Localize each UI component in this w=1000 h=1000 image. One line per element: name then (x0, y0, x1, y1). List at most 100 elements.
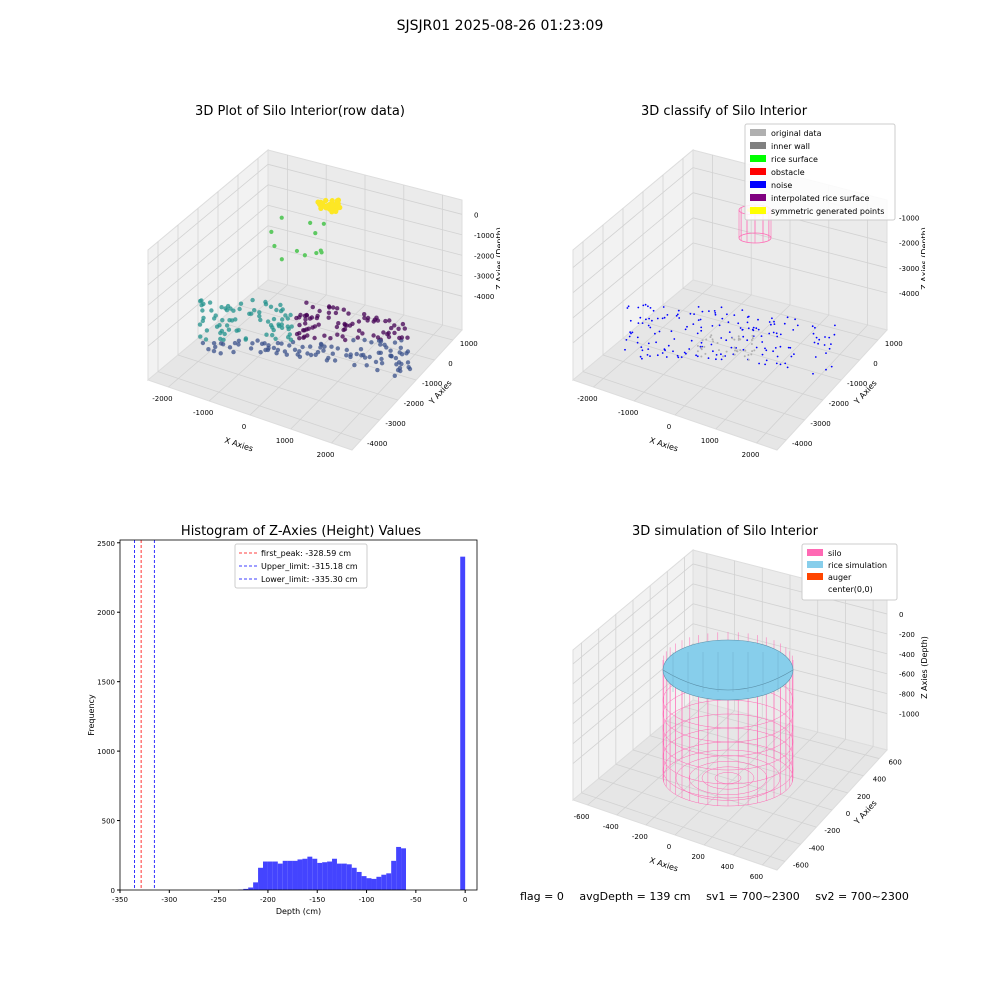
p1-point (375, 335, 381, 340)
p1-point (367, 354, 372, 360)
p2-point (737, 337, 740, 340)
p2-point (700, 329, 703, 332)
p1-point (206, 347, 211, 352)
p2-point (764, 363, 766, 366)
p3-bar (391, 860, 397, 890)
p2-point (645, 318, 647, 321)
p3-bar (356, 871, 362, 890)
p2-point (828, 336, 831, 339)
p4-y-tick: 600 (888, 759, 901, 767)
p2-silo-bottom (738, 232, 772, 244)
p3-bar (312, 858, 318, 890)
p2-point (628, 335, 631, 338)
p1-point (213, 344, 218, 350)
p2-point (724, 355, 727, 357)
p1-point (317, 308, 322, 314)
p1-point (304, 300, 309, 305)
p3-bar (376, 876, 382, 890)
p2-legend-swatch (750, 181, 766, 188)
p1-point (348, 354, 353, 360)
p4-z-label: Z Axies (Depth) (920, 636, 929, 699)
p1-point (396, 326, 401, 331)
p2-point (812, 332, 815, 335)
p2-legend-label: noise (771, 181, 792, 190)
p1-point (308, 352, 314, 358)
p1-point (358, 347, 364, 352)
p2-point (739, 349, 742, 352)
p2-point (715, 354, 718, 356)
p1-point (326, 315, 331, 320)
p2-point (641, 322, 644, 324)
p2-point (662, 306, 665, 308)
p2-point (701, 310, 704, 313)
p1-point (200, 340, 206, 346)
p1-point (387, 318, 392, 323)
p4-grid-z-left (572, 563, 694, 665)
p2-point (704, 352, 707, 355)
p2-legend-frame (744, 123, 896, 221)
p4-legend-label: center(0,0) (828, 585, 873, 594)
flag-text: flag = 0 (520, 890, 564, 903)
p1-point (199, 303, 204, 308)
p4-z-tick: -1000 (899, 711, 919, 719)
p1-point (200, 308, 205, 313)
p1-point (257, 310, 262, 315)
p2-legend-label: interpolated rice surface (771, 194, 869, 203)
p2-point (665, 356, 668, 358)
p1-x-tick: 2000 (317, 451, 335, 459)
p1-point (321, 221, 326, 226)
p2-point (707, 357, 710, 359)
p1-point (283, 313, 288, 318)
p2-point (751, 328, 754, 331)
p1-point (334, 324, 340, 330)
p1-point (204, 328, 210, 333)
p1-point (392, 373, 397, 378)
p2-point (747, 358, 750, 361)
p2-point (750, 342, 753, 345)
p2-z-tick: -2000 (899, 240, 919, 248)
p1-point (213, 313, 218, 318)
p4-floor-ring (662, 749, 794, 807)
p2-point (700, 341, 703, 344)
p1-point (379, 356, 384, 362)
p2-grid-x (593, 284, 713, 388)
p2-point (765, 359, 768, 362)
p1-point (288, 312, 293, 318)
p1-point (298, 312, 303, 318)
p2-point (792, 329, 795, 331)
p1-point (258, 317, 263, 323)
p2-grid-y (642, 321, 842, 381)
p2-point (690, 339, 693, 342)
p1-point (375, 318, 381, 323)
p2-point (741, 309, 744, 311)
p3-bar (272, 861, 278, 890)
p2-point (697, 306, 700, 308)
p1-grid-z-left (147, 225, 269, 327)
p1-point (279, 257, 284, 262)
p2-point (661, 317, 664, 320)
p4-grid-z (692, 623, 888, 675)
p1-point (305, 333, 310, 338)
p4-grid-y (650, 735, 848, 794)
p2-point (750, 353, 753, 356)
p1-point (405, 335, 410, 340)
p2-y-tick: -3000 (810, 420, 830, 428)
p2-point (760, 335, 763, 337)
p4-y-tick: 400 (873, 776, 886, 784)
p2-point (751, 350, 754, 353)
p1-point (352, 362, 357, 368)
p1-point (392, 323, 397, 328)
p4-x-tick: -600 (574, 813, 590, 821)
p3-bar (258, 867, 263, 890)
p2-point (733, 314, 736, 316)
p2-point (770, 323, 772, 326)
p1-point (399, 352, 405, 357)
p1-point (388, 348, 393, 353)
p4-x-tick: 600 (750, 873, 763, 880)
p1-grid-z (267, 184, 463, 236)
p2-point (647, 348, 650, 350)
p1-point (199, 298, 204, 303)
p2-point (722, 355, 725, 358)
p1-point (312, 335, 317, 341)
